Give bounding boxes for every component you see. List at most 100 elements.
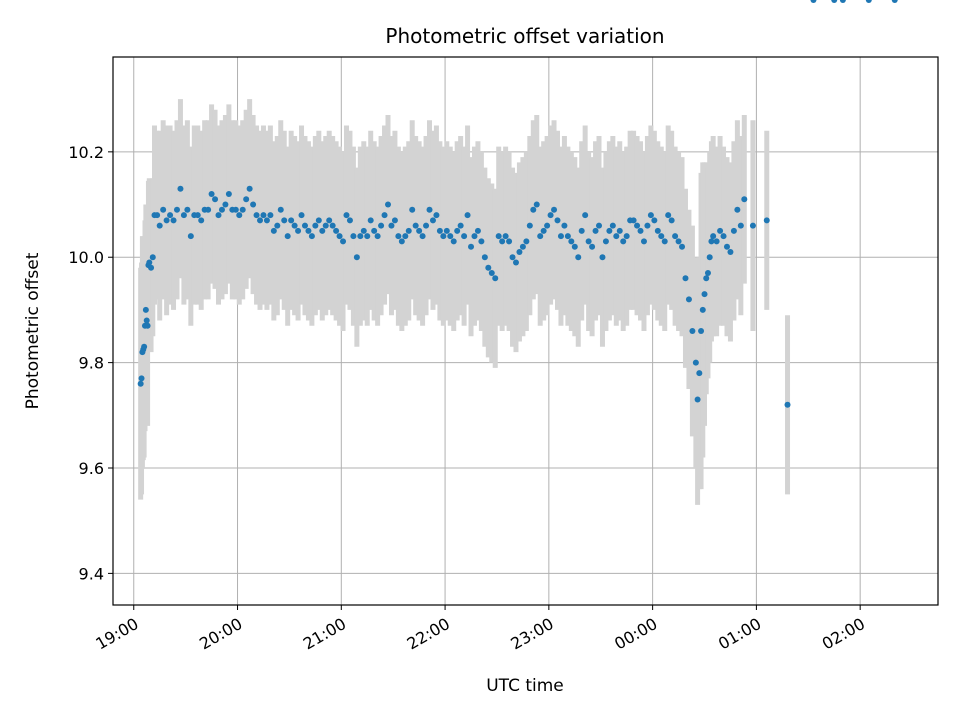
data-point [308, 233, 315, 240]
data-point [602, 238, 609, 245]
data-point [654, 227, 661, 234]
data-point [464, 212, 471, 219]
data-point [360, 227, 367, 234]
data-point [284, 233, 291, 240]
data-point [378, 222, 385, 229]
data-point [143, 317, 150, 324]
data-point [426, 206, 433, 213]
data-point [374, 233, 381, 240]
data-point [357, 233, 364, 240]
data-point [699, 306, 706, 313]
data-point [730, 227, 737, 234]
data-point [212, 196, 219, 203]
data-point [163, 217, 170, 224]
data-point [429, 217, 436, 224]
data-point [336, 233, 343, 240]
data-point [675, 238, 682, 245]
data-point [180, 212, 187, 219]
data-point [720, 233, 727, 240]
data-point [578, 227, 585, 234]
data-point [616, 227, 623, 234]
y-tick-label: 9.6 [79, 459, 104, 478]
data-point [741, 196, 748, 203]
chart-title: Photometric offset variation [385, 24, 664, 48]
data-point [457, 222, 464, 229]
data-point [454, 227, 461, 234]
data-point [749, 222, 756, 229]
data-point [717, 227, 724, 234]
data-point [585, 238, 592, 245]
data-point [831, 0, 838, 3]
data-point [488, 270, 495, 277]
data-point [481, 254, 488, 261]
data-point [246, 185, 253, 192]
x-axis-label: UTC time [486, 676, 564, 696]
data-point [471, 233, 478, 240]
data-point [263, 217, 270, 224]
data-point [658, 233, 665, 240]
data-point [277, 206, 284, 213]
data-point [160, 206, 167, 213]
data-point [606, 227, 613, 234]
data-point [523, 238, 530, 245]
data-point [177, 185, 184, 192]
data-point [509, 254, 516, 261]
data-point [592, 227, 599, 234]
data-point [170, 217, 177, 224]
y-tick-label: 10.2 [68, 143, 104, 162]
data-point [395, 233, 402, 240]
data-point [516, 248, 523, 255]
data-point [146, 259, 153, 266]
data-point [784, 401, 791, 408]
data-point [495, 233, 502, 240]
data-point [526, 222, 533, 229]
data-point [685, 296, 692, 303]
plot-frame [112, 56, 939, 606]
data-point [291, 222, 298, 229]
data-point [637, 227, 644, 234]
data-point [301, 222, 308, 229]
data-point [208, 191, 215, 197]
data-point [312, 222, 319, 229]
data-point [433, 212, 440, 219]
data-point [668, 217, 675, 224]
data-point [274, 222, 281, 229]
data-point [557, 233, 564, 240]
data-point [672, 233, 679, 240]
data-point [551, 206, 558, 213]
data-point [419, 233, 426, 240]
data-point [537, 233, 544, 240]
data-point [512, 259, 519, 266]
data-point [257, 217, 264, 224]
data-point [589, 243, 596, 250]
data-point [416, 227, 423, 234]
data-point [571, 243, 578, 250]
data-point [412, 222, 419, 229]
data-point [485, 264, 492, 271]
data-point [620, 238, 627, 245]
y-tick-label: 9.4 [79, 564, 104, 583]
data-point [810, 0, 817, 3]
data-point [295, 227, 302, 234]
data-point [253, 212, 260, 219]
data-point [385, 201, 391, 208]
data-point [447, 233, 454, 240]
data-point [640, 238, 647, 245]
data-point [391, 217, 398, 224]
data-point [187, 233, 194, 240]
data-point [398, 238, 405, 245]
data-point [218, 206, 225, 213]
data-point [440, 233, 447, 240]
data-point [367, 217, 374, 224]
data-point [250, 201, 257, 208]
y-tick-label: 9.8 [79, 354, 104, 373]
data-point [519, 243, 526, 250]
data-point [596, 222, 603, 229]
data-point [198, 217, 205, 224]
data-point [232, 206, 239, 213]
data-point [267, 212, 274, 219]
data-point [239, 206, 246, 213]
data-point [713, 238, 720, 245]
data-point [305, 227, 312, 234]
data-point [492, 275, 499, 282]
